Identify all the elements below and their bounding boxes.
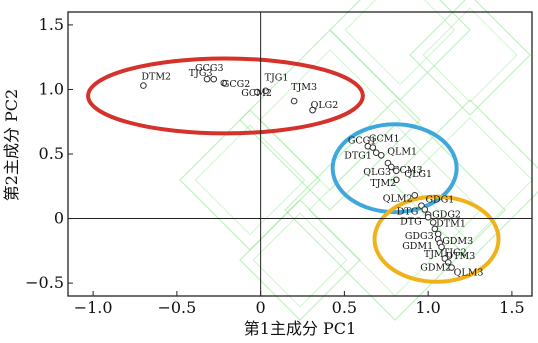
x-axis-title: 第1主成分 PC1 — [244, 319, 356, 338]
watermark-diamond — [239, 199, 361, 321]
point-label: QLM1 — [387, 146, 417, 157]
point-label: TJG1 — [265, 73, 289, 84]
point-label: QLG1 — [404, 169, 432, 180]
point-label: TJM2 — [370, 178, 396, 189]
point-label: GDM2 — [420, 262, 451, 273]
x-tick-label: 1.5 — [499, 298, 524, 317]
x-tick-label: 0 — [256, 298, 266, 317]
data-point — [220, 79, 228, 87]
y-tick-label: 1.5 — [39, 15, 64, 34]
y-tick-label: 0.5 — [39, 144, 64, 163]
cluster-ellipses — [86, 56, 501, 284]
data-point — [448, 264, 455, 271]
y-tick-label: 0 — [54, 209, 64, 228]
point-label: DTM1 — [436, 218, 466, 229]
data-point — [253, 88, 261, 96]
point-label: GCM2 — [241, 88, 272, 99]
x-tick-label: −1.0 — [74, 298, 113, 317]
data-point — [438, 243, 445, 251]
point-label: TJM3 — [291, 82, 317, 93]
point-label: TJG3 — [189, 68, 213, 79]
data-point — [387, 163, 395, 171]
point-label: GCG3 — [195, 63, 224, 74]
point-label: GCM1 — [369, 134, 400, 145]
point-label: TJG2 — [443, 248, 467, 259]
data-point — [372, 149, 380, 157]
point-label: QLM3 — [454, 268, 484, 279]
watermark-diamond-inner — [252, 212, 348, 308]
point-label: DTG1 — [344, 151, 372, 162]
data-point — [290, 97, 298, 105]
data-point — [424, 213, 432, 221]
watermark-diamond-inner — [422, 7, 518, 103]
point-label: DTM2 — [141, 72, 171, 83]
data-point — [393, 176, 400, 184]
tick-labels: −1.0 −0.5 0 0.5 1.0 1.5 −0.5 0 0.5 1.0 1.5 — [25, 15, 524, 317]
watermark-diamond — [284, 99, 506, 321]
cluster-ellipse — [86, 56, 365, 136]
point-label: DTG — [400, 216, 422, 227]
point-label: QLG2 — [311, 100, 339, 111]
point-label: GDG2 — [432, 210, 461, 221]
watermark-diamond — [389, 99, 538, 261]
watermark-diamond — [239, 29, 421, 211]
y-tick-label: −0.5 — [25, 273, 64, 292]
data-point — [444, 259, 452, 266]
cluster-ellipse — [330, 122, 459, 215]
data-point — [429, 219, 437, 226]
data-point — [377, 151, 385, 159]
point-label: TJM — [424, 249, 444, 260]
data-point — [421, 206, 429, 213]
y-axis-title: 第2主成分 PC2 — [2, 89, 21, 201]
point-label: GDG1 — [425, 195, 454, 206]
watermark-diamond-inner — [344, 0, 456, 86]
data-point — [262, 87, 269, 95]
point-label: GCG1 — [348, 135, 377, 146]
data-point — [431, 225, 439, 233]
watermark-pattern — [179, 0, 538, 321]
watermark-diamond-inner — [406, 116, 534, 244]
x-tick-label: −0.5 — [157, 298, 196, 317]
point-label: QLG3 — [363, 167, 391, 178]
x-tick-label: 1.0 — [415, 298, 440, 317]
watermark-diamond-inner — [194, 124, 306, 236]
watermark-diamond-inner — [259, 49, 401, 191]
data-point — [393, 167, 400, 175]
point-label: GCG2 — [222, 79, 251, 90]
point-label: QLM2 — [383, 193, 413, 204]
point-label: GCM3 — [392, 165, 423, 176]
cluster-ellipse — [372, 194, 501, 284]
x-tick-label: 0.5 — [332, 298, 357, 317]
y-tick-label: 1.0 — [39, 79, 64, 98]
point-label: DTM3 — [446, 251, 476, 262]
point-label: GDG3 — [405, 231, 434, 242]
point-label: DTG — [397, 207, 419, 218]
point-label: GDM3 — [442, 236, 473, 247]
point-label: GDM1 — [402, 241, 433, 252]
data-point — [411, 192, 419, 199]
data-point — [309, 106, 316, 114]
data-point — [203, 75, 211, 83]
watermark-diamond — [409, 0, 531, 116]
data-point — [140, 82, 147, 89]
data-point — [369, 144, 377, 151]
data-point — [210, 75, 218, 83]
